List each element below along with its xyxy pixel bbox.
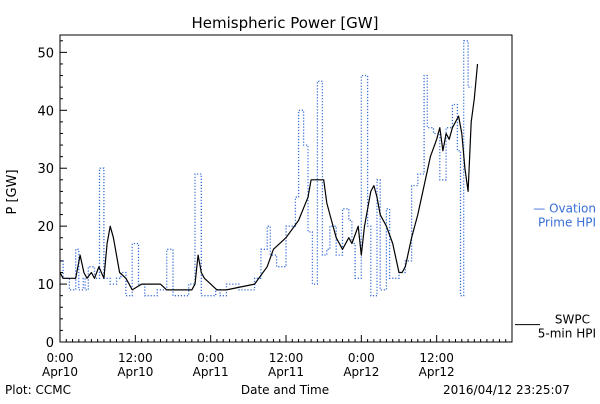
x-tick-label-time: 0:00 xyxy=(47,351,74,365)
plot-timestamp: 2016/04/12 23:25:07 xyxy=(443,383,570,397)
plot-frame xyxy=(59,34,513,343)
x-tick-label-time: 0:00 xyxy=(197,351,224,365)
legend-swpc-line1: SWPC xyxy=(555,313,590,327)
x-tick-label-date: Apr11 xyxy=(268,365,304,379)
plot-credit: Plot: CCMC xyxy=(5,383,71,397)
series-line-ovation-prime-hpi xyxy=(60,40,472,297)
series-line-swpc-5min-hpi xyxy=(59,63,479,291)
x-tick-label-date: Apr10 xyxy=(42,365,78,379)
x-tick-label-time: 12:00 xyxy=(269,351,304,365)
x-axis-label: Date and Time xyxy=(241,383,329,397)
legend-ovation-line1: — Ovation xyxy=(533,202,596,216)
x-tick-label-date: Apr11 xyxy=(193,365,229,379)
axes: 010203040500:00Apr1012:00Apr100:00Apr111… xyxy=(37,40,513,379)
y-tick-label: 10 xyxy=(37,278,54,293)
y-tick-label: 40 xyxy=(37,104,54,119)
x-tick-label-time: 12:00 xyxy=(118,351,153,365)
legend-swpc-line2: 5-min HPI xyxy=(538,327,596,341)
chart-title: Hemispheric Power [GW] xyxy=(192,14,379,32)
series-layer xyxy=(59,40,479,297)
y-tick-label: 0 xyxy=(46,336,54,351)
x-tick-label-date: Apr12 xyxy=(419,365,455,379)
x-tick-label-date: Apr10 xyxy=(117,365,153,379)
y-tick-label: 50 xyxy=(37,46,54,61)
x-tick-label-time: 0:00 xyxy=(348,351,375,365)
y-tick-label: 30 xyxy=(37,162,54,177)
y-axis-label: P [GW] xyxy=(5,169,20,214)
y-tick-label: 20 xyxy=(37,220,54,235)
x-tick-label-date: Apr12 xyxy=(343,365,379,379)
x-tick-label-time: 12:00 xyxy=(419,351,454,365)
legend-ovation-line2: Prime HPI xyxy=(538,216,596,230)
